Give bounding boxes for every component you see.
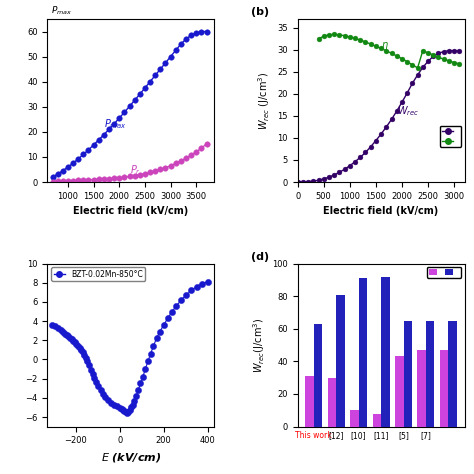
X-axis label: Electric field (kV/cm): Electric field (kV/cm) — [323, 206, 439, 216]
Bar — [328, 378, 336, 427]
Text: $P_r$: $P_r$ — [129, 163, 141, 177]
Legend: , : , — [427, 267, 461, 278]
Bar — [359, 278, 367, 427]
Bar — [305, 376, 314, 427]
Bar — [440, 350, 448, 427]
Bar — [336, 294, 345, 427]
Bar — [395, 356, 403, 427]
Text: $\eta$: $\eta$ — [381, 40, 389, 52]
Text: $W_{rec}$: $W_{rec}$ — [397, 104, 419, 118]
Text: $P_{max}$: $P_{max}$ — [104, 117, 127, 131]
Bar — [418, 350, 426, 427]
Bar — [381, 277, 390, 427]
Bar — [426, 320, 435, 427]
X-axis label: Electric field (kV/cm): Electric field (kV/cm) — [73, 206, 189, 216]
Bar — [403, 320, 412, 427]
Bar — [373, 413, 381, 427]
X-axis label: $E$ (kV/cm): $E$ (kV/cm) — [100, 451, 161, 464]
Y-axis label: $W_{rec}$(J/cm$^3$): $W_{rec}$(J/cm$^3$) — [251, 318, 267, 373]
Text: (d): (d) — [251, 252, 269, 262]
Bar — [448, 320, 457, 427]
Legend: , : , — [439, 126, 461, 147]
Text: $P_{max}$: $P_{max}$ — [51, 5, 72, 18]
Bar — [350, 410, 359, 427]
Text: (b): (b) — [251, 7, 269, 18]
Bar — [314, 324, 322, 427]
Legend: BZT-0.02Mn-850°C: BZT-0.02Mn-850°C — [51, 267, 145, 281]
Y-axis label: $W_{rec}$ (J/cm$^3$): $W_{rec}$ (J/cm$^3$) — [256, 72, 272, 129]
